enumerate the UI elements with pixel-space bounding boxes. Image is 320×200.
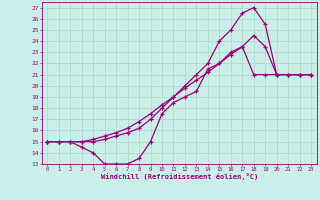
- X-axis label: Windchill (Refroidissement éolien,°C): Windchill (Refroidissement éolien,°C): [100, 173, 258, 180]
